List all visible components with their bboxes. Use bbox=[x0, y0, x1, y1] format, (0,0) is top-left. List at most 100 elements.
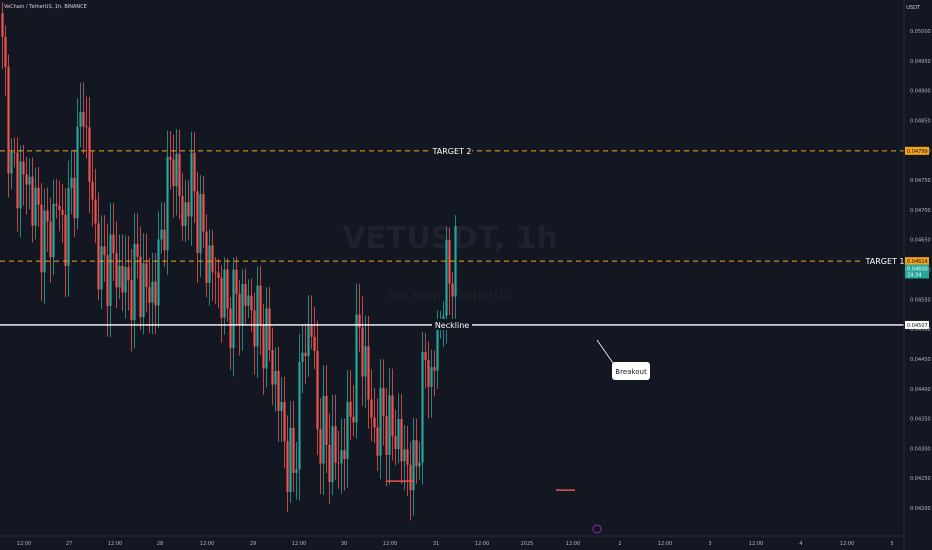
candle-body bbox=[139, 256, 142, 318]
candle-body bbox=[244, 284, 247, 306]
candle-body bbox=[283, 402, 286, 442]
neckline-price-tag-bg bbox=[905, 320, 929, 329]
candle-body bbox=[259, 285, 262, 324]
candle-body bbox=[25, 174, 28, 185]
candle-body bbox=[412, 440, 415, 491]
candles-layer bbox=[1, 2, 457, 521]
candle-body bbox=[358, 314, 361, 328]
candle-body bbox=[94, 199, 97, 224]
candle-body bbox=[394, 436, 397, 450]
candle-body bbox=[145, 263, 148, 288]
candle-body bbox=[388, 395, 391, 455]
time-tick-label: 28 bbox=[157, 541, 163, 547]
target1-label: TARGET 1 bbox=[864, 257, 904, 266]
candle-body bbox=[109, 234, 112, 306]
candle-body bbox=[343, 450, 346, 460]
candle-body bbox=[190, 152, 193, 217]
candle-body bbox=[367, 346, 370, 400]
candle-body bbox=[121, 265, 124, 293]
candle-body bbox=[313, 336, 316, 351]
candle-body bbox=[385, 416, 388, 455]
candle-body bbox=[415, 440, 418, 467]
candle-body bbox=[118, 265, 121, 288]
candle-body bbox=[241, 284, 244, 326]
candle-body bbox=[445, 240, 448, 316]
candle-body bbox=[208, 245, 211, 283]
candle-body bbox=[346, 401, 349, 460]
candle-body bbox=[349, 401, 352, 417]
candle-body bbox=[58, 205, 61, 210]
candle-body bbox=[40, 204, 43, 273]
candle-body bbox=[70, 177, 73, 188]
target2-label-bg bbox=[430, 144, 472, 156]
candle-body bbox=[37, 187, 40, 205]
target1-price-tag: 0.04614 bbox=[907, 259, 928, 265]
candle-body bbox=[280, 402, 283, 411]
candle-body bbox=[253, 310, 256, 347]
price-tick-label: 0.05000 bbox=[910, 29, 931, 35]
time-tick-label: 4 bbox=[799, 541, 802, 547]
candle-body bbox=[376, 427, 379, 456]
candle-body bbox=[409, 464, 412, 491]
candle-body bbox=[79, 111, 82, 127]
price-tick-label: 0.04450 bbox=[910, 357, 931, 363]
candle-body bbox=[211, 245, 214, 272]
candle-body bbox=[247, 295, 250, 306]
time-tick-label: 12:00 bbox=[475, 541, 489, 547]
candle-body bbox=[340, 450, 343, 464]
price-tick-label: 0.04750 bbox=[910, 178, 931, 184]
price-tick-label: 0.04350 bbox=[910, 417, 931, 423]
candle-body bbox=[106, 254, 109, 306]
candle-body bbox=[136, 244, 139, 257]
candle-body bbox=[19, 161, 22, 209]
candle-body bbox=[4, 36, 7, 67]
target1-price-tag-bg bbox=[905, 257, 929, 266]
candle-body bbox=[148, 287, 151, 303]
neckline-label: Neckline bbox=[435, 321, 469, 330]
time-axis[interactable]: 12:00 27 12:00 28 12:00 29 12:00 30 12:00 31 12:00… bbox=[0, 535, 904, 547]
watermark-name: VeChain / TetherUS bbox=[388, 289, 512, 304]
candle-body bbox=[268, 308, 271, 351]
candle-body bbox=[28, 176, 31, 185]
candle-body bbox=[250, 295, 253, 311]
time-tick-label: 29 bbox=[250, 541, 256, 547]
candle-body bbox=[295, 469, 298, 473]
candle-body bbox=[157, 239, 160, 306]
candle-body bbox=[172, 159, 175, 187]
candle-body bbox=[100, 246, 103, 290]
price-axis[interactable]: 0.050000.049500.049000.048500.048000.047… bbox=[903, 0, 931, 550]
breakout-label: Breakout bbox=[615, 368, 647, 376]
candle-body bbox=[103, 246, 106, 255]
candle-body bbox=[67, 187, 70, 266]
annotations-layer: TARGET 2 TARGET 1 Neckline Breakout bbox=[430, 144, 905, 534]
candle-body bbox=[361, 327, 364, 377]
time-tick-label: 5 bbox=[890, 541, 893, 547]
time-tick-label: 3 bbox=[708, 541, 711, 547]
candle-body bbox=[13, 151, 16, 153]
candle-body bbox=[31, 176, 34, 226]
candle-body bbox=[265, 308, 268, 369]
current-price-tag-bg bbox=[905, 264, 929, 279]
candle-body bbox=[397, 419, 400, 450]
candle-body bbox=[403, 449, 406, 462]
current-price-tag: 0.04600 bbox=[907, 267, 928, 273]
candle-body bbox=[178, 153, 181, 196]
candle-body bbox=[46, 210, 49, 222]
candle-body bbox=[22, 161, 25, 175]
time-tick-label: 12:00 bbox=[17, 541, 31, 547]
candle-body bbox=[382, 387, 385, 417]
candle-body bbox=[424, 351, 427, 361]
price-tick-label: 0.04700 bbox=[910, 208, 931, 214]
candle-body bbox=[448, 240, 451, 284]
time-tick-label: 2025 bbox=[521, 541, 534, 547]
price-tick-label: 0.04950 bbox=[910, 59, 931, 65]
target2-price-tag: 0.04799 bbox=[907, 149, 928, 155]
candle-body bbox=[175, 153, 178, 187]
price-tick-label: 0.04300 bbox=[910, 446, 931, 452]
candle-body bbox=[181, 195, 184, 227]
candle-body bbox=[1, 13, 4, 37]
candle-body bbox=[7, 66, 10, 174]
candle-body bbox=[184, 202, 187, 227]
time-tick-label: 12:00 bbox=[749, 541, 763, 547]
event-marker-icon bbox=[592, 524, 602, 534]
